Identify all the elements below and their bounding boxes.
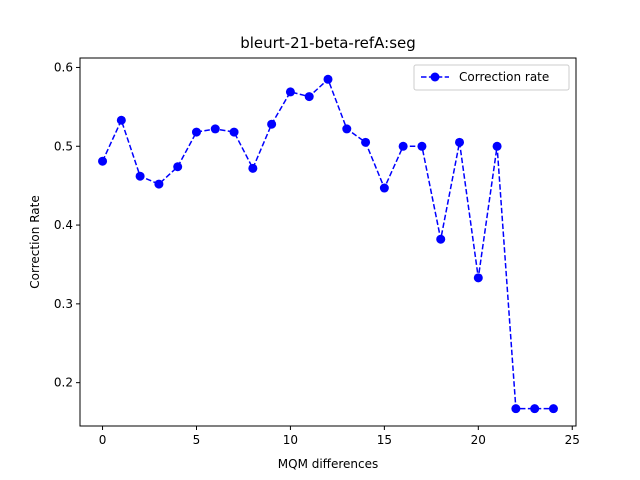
data-point-11	[304, 92, 314, 102]
x-tick-label-1: 5	[193, 433, 201, 447]
axis-ticks: 0 5 10 15 20 25 0.2 0.3 0.4 0.5 0.6	[54, 60, 580, 447]
data-point-5	[191, 127, 201, 137]
data-point-17	[417, 141, 427, 151]
plot-area	[80, 58, 576, 426]
series-layer	[98, 74, 558, 414]
x-axis-label: MQM differences	[278, 457, 378, 471]
data-point-8	[248, 163, 258, 173]
x-tick-label-0: 0	[99, 433, 107, 447]
data-point-19	[455, 137, 465, 147]
data-point-24	[548, 404, 558, 414]
data-point-3	[154, 179, 164, 189]
plot-frame	[79, 57, 577, 427]
data-point-2	[135, 171, 145, 181]
x-tick-label-2: 10	[283, 433, 298, 447]
y-tick-label-1: 0.3	[54, 297, 73, 311]
y-tick-label-3: 0.5	[54, 139, 73, 153]
data-point-6	[210, 124, 220, 134]
legend-box	[413, 64, 570, 91]
y-tick-label-0: 0.2	[54, 376, 73, 390]
y-tick-label-2: 0.4	[54, 218, 73, 232]
data-point-1	[116, 115, 126, 125]
data-point-18	[436, 234, 446, 244]
data-point-23	[530, 404, 540, 414]
y-axis-label: Correction Rate	[28, 195, 42, 288]
legend: Correction rate	[413, 64, 570, 91]
data-point-13	[342, 124, 352, 134]
data-point-9	[267, 119, 277, 129]
data-point-14	[361, 137, 371, 147]
x-tick-label-5: 25	[565, 433, 580, 447]
data-point-16	[398, 141, 408, 151]
data-point-22	[511, 404, 521, 414]
data-point-12	[323, 74, 333, 84]
x-tick-label-4: 20	[471, 433, 486, 447]
data-point-10	[285, 87, 295, 97]
x-tick-label-3: 15	[377, 433, 392, 447]
chart-title: bleurt-21-beta-refA:seg	[240, 34, 416, 52]
data-point-4	[173, 162, 183, 172]
data-point-21	[492, 141, 502, 151]
legend-entry-label: Correction rate	[459, 70, 549, 84]
data-point-20	[473, 273, 483, 283]
data-point-15	[379, 183, 389, 193]
legend-marker	[430, 72, 440, 82]
data-point-0	[98, 156, 108, 166]
data-point-7	[229, 127, 239, 137]
y-tick-label-4: 0.6	[54, 60, 73, 74]
